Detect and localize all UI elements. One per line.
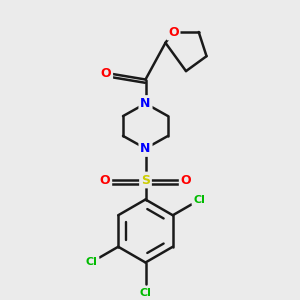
Text: O: O [100,173,110,187]
Text: O: O [100,67,111,80]
Text: S: S [141,173,150,187]
Text: O: O [168,26,178,38]
Text: Cl: Cl [193,195,205,205]
Text: O: O [181,173,191,187]
Text: N: N [140,142,151,155]
Text: N: N [140,97,151,110]
Text: Cl: Cl [140,288,152,298]
Text: Cl: Cl [86,257,98,267]
